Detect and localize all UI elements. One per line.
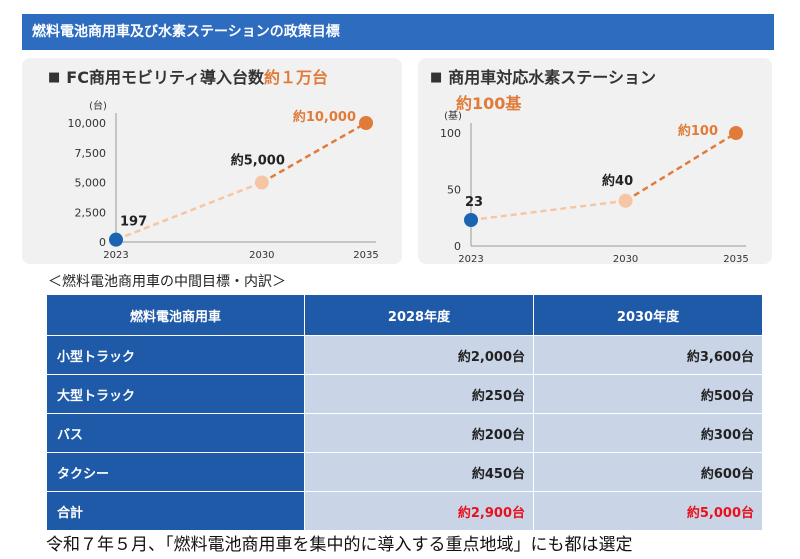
table-row: バス 約200台 約300台 [46, 413, 763, 453]
y-tick-label: 0 [454, 240, 461, 253]
series-line-segment [624, 131, 737, 202]
row-label-bus: バス [46, 413, 305, 453]
hydrogen-station-chart-panel: ■ 商用車対応水素ステーション 約100基 0 50 100 (基) 2023 2030 20… [418, 58, 772, 265]
data-point [618, 193, 633, 208]
table-row: タクシー 約450台 約600台 [46, 452, 763, 492]
cell-2028: 約250台 [304, 374, 534, 414]
data-label: 約5,000 [231, 153, 285, 169]
y-tick-label: 2,500 [75, 206, 107, 219]
page-title: 燃料電池商用車及び水素ステーションの政策目標 [32, 24, 340, 40]
y-tick-label: 0 [99, 236, 106, 249]
fc-mobility-chart-panel: ■ FC商用モビリティ導入台数約１万台 0 2,500 5,000 7,500 10,00… [22, 58, 402, 264]
x-tick-label: 2030 [613, 254, 638, 265]
table-row: 小型トラック 約2,000台 約3,600台 [46, 335, 763, 375]
data-point [729, 126, 743, 140]
y-tick-label: 100 [440, 127, 461, 140]
cell-2030: 約600台 [533, 452, 763, 492]
row-label-small-truck: 小型トラック [46, 335, 305, 375]
column-header-2028: 2028年度 [304, 294, 534, 336]
data-point [254, 175, 269, 190]
fc-mobility-title-highlight: 約１万台 [264, 68, 329, 87]
cell-2028: 約200台 [304, 413, 534, 453]
table-header-row: 燃料電池商用車 2028年度 2030年度 [46, 294, 763, 336]
y-axis-unit-label: (基) [444, 109, 462, 122]
series-line-segment [470, 199, 626, 222]
x-tick-label: 2023 [103, 250, 128, 261]
row-label-taxi: タクシー [46, 452, 305, 492]
y-axis-unit-label: (台) [89, 99, 107, 112]
data-point [109, 232, 123, 247]
cell-2030: 約3,600台 [533, 335, 763, 375]
hydrogen-station-subtitle: 約100基 [456, 94, 522, 113]
data-label: 197 [120, 215, 147, 230]
row-label-large-truck: 大型トラック [46, 374, 305, 414]
page-header: 燃料電池商用車及び水素ステーションの政策目標 [22, 14, 774, 50]
data-label: 約40 [602, 173, 633, 189]
y-tick-label: 7,500 [75, 147, 107, 160]
data-point [464, 213, 478, 228]
x-tick-label: 2035 [353, 250, 378, 261]
data-label: 約100 [678, 123, 718, 139]
cell-2030: 約500台 [533, 374, 763, 414]
y-tick-label: 5,000 [75, 177, 107, 190]
fc-mobility-chart-title: ■ FC商用モビリティ導入台数約１万台 [48, 64, 328, 88]
series-line-segment [115, 181, 263, 241]
hydrogen-station-chart-title: ■ 商用車対応水素ステーション [430, 64, 656, 88]
square-bullet-icon: ■ [430, 70, 443, 85]
fc-commercial-vehicle-breakdown-table: 燃料電池商用車 2028年度 2030年度 小型トラック 約2,000台 約3,… [46, 294, 763, 531]
cell-2028: 約450台 [304, 452, 534, 492]
hydrogen-station-title-main: 商用車対応水素ステーション [448, 68, 656, 87]
x-tick-label: 2023 [458, 254, 483, 265]
cell-2030: 約300台 [533, 413, 763, 453]
row-label-total: 合計 [46, 491, 305, 531]
table-row: 大型トラック 約250台 約500台 [46, 374, 763, 414]
x-tick-label: 2030 [249, 250, 274, 261]
data-point [359, 116, 373, 130]
fc-mobility-line-chart: 0 2,500 5,000 7,500 10,000 (台) 2023 2030 2035 197… [68, 99, 379, 261]
data-label: 23 [465, 195, 483, 210]
table-caption: ＜燃料電池商用車の中間目標・内訳＞ [48, 274, 286, 290]
y-tick-label: 10,000 [68, 117, 107, 130]
column-header-2030: 2030年度 [533, 294, 763, 336]
data-label: 約10,000 [293, 109, 356, 125]
x-tick-label: 2035 [723, 254, 748, 265]
fc-mobility-title-main: FC商用モビリティ導入台数 [66, 68, 265, 87]
cell-2028: 約2,000台 [304, 335, 534, 375]
column-header-vehicle: 燃料電池商用車 [46, 294, 305, 336]
footer-note: 令和７年５月、「燃料電池商用車を集中的に導入する重点地域」にも都は選定 [46, 535, 633, 555]
square-bullet-icon: ■ [48, 70, 61, 85]
hydrogen-station-line-chart: 0 50 100 (基) 2023 2030 2035 23 約40 約100 [440, 109, 749, 265]
y-tick-label: 50 [447, 184, 461, 197]
table-row-total: 合計 約2,900台 約5,000台 [46, 491, 763, 531]
cell-2030-total: 約5,000台 [533, 491, 763, 531]
cell-2028-total: 約2,900台 [304, 491, 534, 531]
